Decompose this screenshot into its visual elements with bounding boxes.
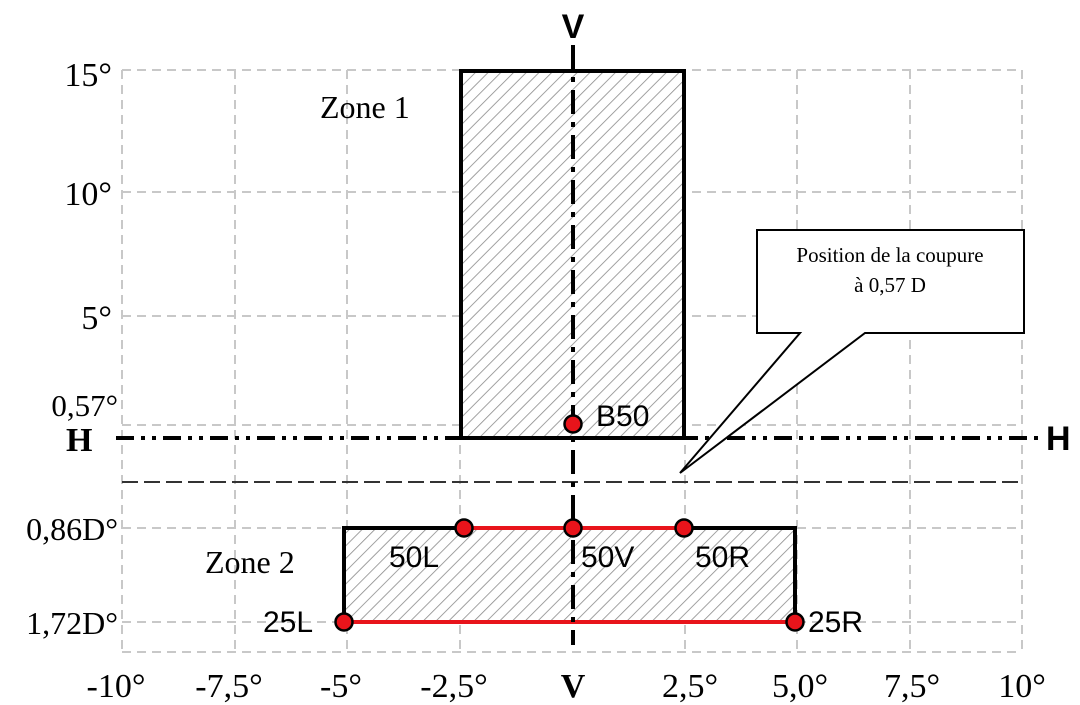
point-50L — [454, 518, 474, 538]
y-tick-10: 10° — [64, 176, 112, 213]
zone-2-label: Zone 2 — [205, 544, 295, 580]
label-50L: 50L — [389, 541, 439, 574]
label-B50: B50 — [596, 400, 649, 433]
label-25R: 25R — [808, 606, 863, 639]
y-tick-172: 1,72D° — [26, 605, 118, 641]
y-tick-15: 15° — [64, 57, 112, 94]
callout-box — [679, 229, 1025, 474]
y-tick-H: H — [66, 422, 92, 459]
point-25L — [334, 612, 354, 632]
x-tick-minus10: -10° — [87, 668, 146, 705]
v-axis-top-label: V — [562, 8, 585, 46]
x-tick-2-5: 2,5° — [662, 668, 718, 705]
x-tick-5: 5,0° — [772, 668, 828, 705]
label-25L: 25L — [263, 606, 313, 639]
y-tick-057: 0,57° — [51, 388, 118, 423]
callout-line-2: à 0,57 D — [854, 273, 926, 297]
point-B50 — [563, 414, 583, 434]
x-tick-minus5: -5° — [320, 668, 362, 705]
h-axis-right-label: H — [1046, 420, 1071, 458]
point-50V — [563, 518, 583, 538]
x-tick-V: V — [561, 668, 586, 705]
callout-line-1: Position de la coupure — [796, 243, 983, 267]
zone-1-label: Zone 1 — [320, 89, 410, 125]
y-tick-086: 0,86D° — [26, 511, 118, 547]
x-tick-minus7-5: -7,5° — [195, 668, 262, 705]
point-25R — [785, 612, 805, 632]
x-tick-minus2-5: -2,5° — [420, 668, 487, 705]
label-50R: 50R — [695, 541, 750, 574]
point-50R — [674, 518, 694, 538]
label-50V: 50V — [581, 541, 634, 574]
x-tick-10: 10° — [998, 668, 1046, 705]
y-tick-5: 5° — [81, 300, 112, 337]
x-tick-7-5: 7,5° — [884, 668, 940, 705]
